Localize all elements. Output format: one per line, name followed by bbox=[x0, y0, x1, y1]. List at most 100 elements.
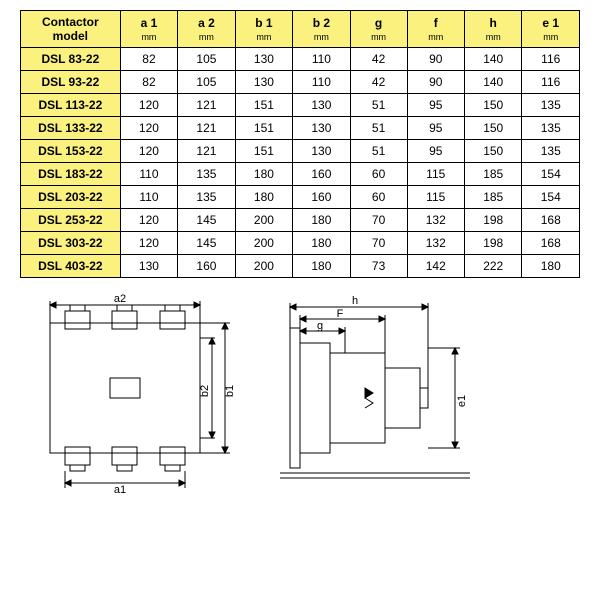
cell-h: 140 bbox=[464, 71, 521, 94]
svg-text:e1: e1 bbox=[456, 395, 468, 407]
cell-e1: 135 bbox=[522, 140, 580, 163]
cell-b2: 130 bbox=[293, 117, 350, 140]
table-row: DSL 153-221201211511305195150135 bbox=[21, 140, 580, 163]
cell-b1: 200 bbox=[235, 232, 292, 255]
cell-b2: 180 bbox=[293, 209, 350, 232]
cell-b2: 180 bbox=[293, 232, 350, 255]
cell-a1: 110 bbox=[120, 163, 177, 186]
cell-f: 132 bbox=[407, 232, 464, 255]
table-row: DSL 113-221201211511305195150135 bbox=[21, 94, 580, 117]
cell-h: 150 bbox=[464, 94, 521, 117]
table-row: DSL 303-2212014520018070132198168 bbox=[21, 232, 580, 255]
cell-f: 90 bbox=[407, 71, 464, 94]
cell-model: DSL 253-22 bbox=[21, 209, 121, 232]
cell-g: 51 bbox=[350, 94, 407, 117]
svg-text:g: g bbox=[317, 320, 323, 332]
cell-b2: 130 bbox=[293, 94, 350, 117]
cell-model: DSL 403-22 bbox=[21, 255, 121, 278]
cell-e1: 135 bbox=[522, 94, 580, 117]
cell-model: DSL 133-22 bbox=[21, 117, 121, 140]
cell-e1: 168 bbox=[522, 232, 580, 255]
side-view-diagram: h F g e1 bbox=[270, 293, 530, 493]
cell-f: 90 bbox=[407, 48, 464, 71]
cell-a1: 82 bbox=[120, 48, 177, 71]
cell-b1: 180 bbox=[235, 163, 292, 186]
cell-a2: 135 bbox=[178, 186, 235, 209]
cell-a1: 130 bbox=[120, 255, 177, 278]
cell-model: DSL 203-22 bbox=[21, 186, 121, 209]
svg-text:a1: a1 bbox=[114, 484, 126, 493]
col-header-h: hmm bbox=[464, 11, 521, 48]
cell-a2: 121 bbox=[178, 94, 235, 117]
cell-a1: 120 bbox=[120, 117, 177, 140]
cell-e1: 180 bbox=[522, 255, 580, 278]
cell-model: DSL 183-22 bbox=[21, 163, 121, 186]
cell-e1: 154 bbox=[522, 186, 580, 209]
cell-e1: 116 bbox=[522, 71, 580, 94]
col-header-e1: e 1mm bbox=[522, 11, 580, 48]
cell-b1: 180 bbox=[235, 186, 292, 209]
cell-f: 95 bbox=[407, 140, 464, 163]
cell-model: DSL 93-22 bbox=[21, 71, 121, 94]
front-view-diagram: a2 a1 b1 b2 bbox=[30, 293, 240, 493]
cell-model: DSL 303-22 bbox=[21, 232, 121, 255]
cell-a1: 120 bbox=[120, 94, 177, 117]
cell-h: 150 bbox=[464, 117, 521, 140]
svg-text:b1: b1 bbox=[224, 385, 236, 397]
cell-a1: 82 bbox=[120, 71, 177, 94]
table-row: DSL 203-2211013518016060115185154 bbox=[21, 186, 580, 209]
table-row: DSL 93-22821051301104290140116 bbox=[21, 71, 580, 94]
cell-b2: 110 bbox=[293, 71, 350, 94]
table-row: DSL 83-22821051301104290140116 bbox=[21, 48, 580, 71]
cell-f: 132 bbox=[407, 209, 464, 232]
cell-b1: 151 bbox=[235, 94, 292, 117]
dimensions-table: Contactor model a 1mm a 2mm b 1mm b 2mm … bbox=[20, 10, 580, 278]
diagrams-container: a2 a1 b1 b2 bbox=[10, 293, 590, 493]
cell-g: 70 bbox=[350, 232, 407, 255]
svg-text:a2: a2 bbox=[114, 293, 126, 305]
col-header-b2: b 2mm bbox=[293, 11, 350, 48]
cell-b2: 130 bbox=[293, 140, 350, 163]
table-row: DSL 403-2213016020018073142222180 bbox=[21, 255, 580, 278]
cell-b2: 160 bbox=[293, 186, 350, 209]
header-row: Contactor model a 1mm a 2mm b 1mm b 2mm … bbox=[21, 11, 580, 48]
cell-b1: 151 bbox=[235, 117, 292, 140]
col-header-a2: a 2mm bbox=[178, 11, 235, 48]
cell-f: 95 bbox=[407, 94, 464, 117]
col-header-a1: a 1mm bbox=[120, 11, 177, 48]
cell-h: 222 bbox=[464, 255, 521, 278]
cell-f: 95 bbox=[407, 117, 464, 140]
cell-a2: 105 bbox=[178, 71, 235, 94]
cell-a2: 121 bbox=[178, 117, 235, 140]
cell-e1: 154 bbox=[522, 163, 580, 186]
cell-h: 198 bbox=[464, 232, 521, 255]
cell-b2: 160 bbox=[293, 163, 350, 186]
cell-model: DSL 83-22 bbox=[21, 48, 121, 71]
cell-b1: 130 bbox=[235, 48, 292, 71]
table-row: DSL 133-221201211511305195150135 bbox=[21, 117, 580, 140]
svg-text:F: F bbox=[337, 308, 344, 320]
cell-b1: 151 bbox=[235, 140, 292, 163]
cell-e1: 116 bbox=[522, 48, 580, 71]
cell-h: 198 bbox=[464, 209, 521, 232]
cell-h: 140 bbox=[464, 48, 521, 71]
table-row: DSL 253-2212014520018070132198168 bbox=[21, 209, 580, 232]
svg-text:h: h bbox=[352, 295, 358, 307]
cell-a2: 145 bbox=[178, 232, 235, 255]
cell-a1: 110 bbox=[120, 186, 177, 209]
cell-h: 185 bbox=[464, 163, 521, 186]
cell-h: 150 bbox=[464, 140, 521, 163]
cell-g: 42 bbox=[350, 71, 407, 94]
cell-a1: 120 bbox=[120, 209, 177, 232]
cell-h: 185 bbox=[464, 186, 521, 209]
svg-text:b2: b2 bbox=[199, 385, 211, 397]
cell-a2: 135 bbox=[178, 163, 235, 186]
cell-g: 51 bbox=[350, 140, 407, 163]
cell-g: 42 bbox=[350, 48, 407, 71]
cell-f: 115 bbox=[407, 186, 464, 209]
cell-b2: 180 bbox=[293, 255, 350, 278]
cell-g: 70 bbox=[350, 209, 407, 232]
cell-a1: 120 bbox=[120, 140, 177, 163]
cell-b1: 200 bbox=[235, 255, 292, 278]
cell-f: 142 bbox=[407, 255, 464, 278]
